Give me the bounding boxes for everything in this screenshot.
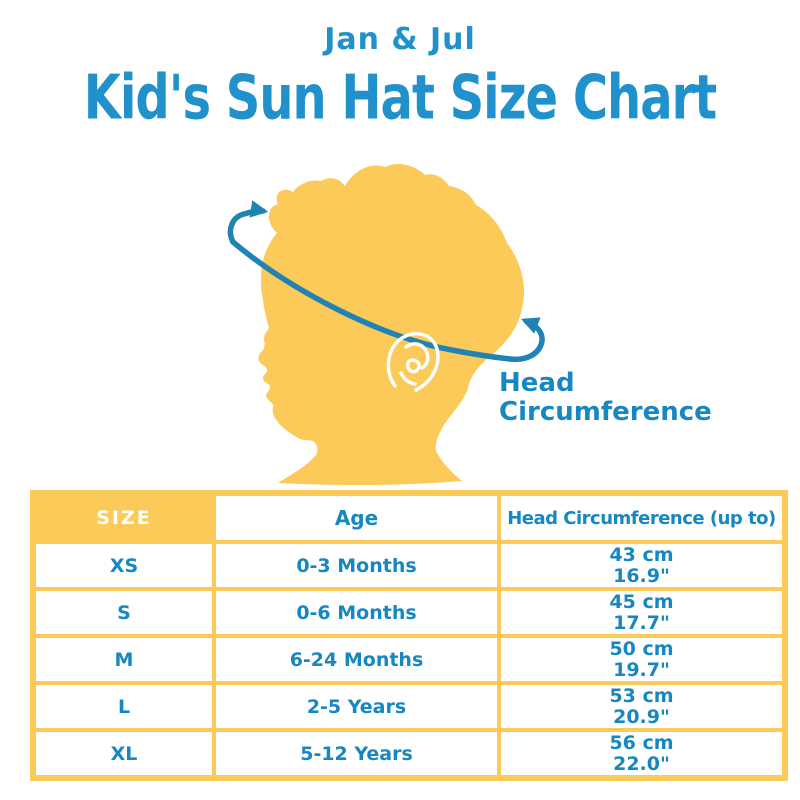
- circumference-cell: 45 cm 17.7": [497, 587, 787, 638]
- size-table-body: XS 0-3 Months 43 cm 16.9" S 0-6 Months 4…: [31, 540, 787, 780]
- circumference-cm: 53 cm: [609, 684, 674, 707]
- size-cell: M: [31, 634, 216, 685]
- band-arrow-right: [507, 317, 545, 363]
- table-row: M 6-24 Months 50 cm 19.7": [31, 634, 787, 685]
- circumference-cm: 56 cm: [609, 731, 674, 754]
- table-row: XS 0-3 Months 43 cm 16.9": [31, 540, 787, 591]
- page-title: Kid's Sun Hat Size Chart: [83, 62, 717, 134]
- table-row: S 0-6 Months 45 cm 17.7": [31, 587, 787, 638]
- ear-icon: [386, 332, 440, 392]
- circumference-inches: 16.9": [613, 564, 670, 587]
- age-cell: 5-12 Years: [212, 728, 501, 780]
- size-cell: S: [31, 587, 216, 638]
- circumference-inches: 19.7": [613, 658, 670, 681]
- head-illustration: [227, 163, 545, 486]
- column-header-age: Age: [212, 491, 501, 544]
- size-table-header: SIZE Age Head Circumference (up to): [31, 491, 787, 544]
- age-cell: 2-5 Years: [212, 681, 501, 732]
- band-arrow-left: [227, 200, 269, 245]
- circumference-cell: 53 cm 20.9": [497, 681, 787, 732]
- circumference-inches: 20.9": [613, 705, 670, 728]
- size-cell: L: [31, 681, 216, 732]
- table-row: L 2-5 Years 53 cm 20.9": [31, 681, 787, 732]
- age-cell: 0-3 Months: [212, 540, 501, 591]
- circumference-inches: 22.0": [613, 752, 670, 775]
- size-cell: XL: [31, 728, 216, 780]
- circumference-cell: 43 cm 16.9": [497, 540, 787, 591]
- circumference-cm: 50 cm: [609, 637, 674, 660]
- circumference-cm: 43 cm: [609, 543, 674, 566]
- circumference-cm: 45 cm: [609, 590, 674, 613]
- size-cell: XS: [31, 540, 216, 591]
- child-head-silhouette: [258, 163, 524, 486]
- brand-name: Jan & Jul: [324, 22, 476, 57]
- circumference-cell: 56 cm 22.0": [497, 728, 787, 780]
- header-row: SIZE Age Head Circumference (up to): [31, 491, 787, 544]
- circumference-inches: 17.7": [613, 611, 670, 634]
- head-circumference-label: Head Circumference: [499, 369, 712, 427]
- circumference-cell: 50 cm 19.7": [497, 634, 787, 685]
- column-header-size: SIZE: [31, 491, 216, 544]
- measuring-band: [230, 239, 513, 362]
- age-cell: 6-24 Months: [212, 634, 501, 685]
- size-table: SIZE Age Head Circumference (up to) XS 0…: [30, 490, 788, 781]
- column-header-circumference: Head Circumference (up to): [497, 491, 787, 544]
- head-circumference-label-line1: Head: [499, 368, 575, 398]
- table-row: XL 5-12 Years 56 cm 22.0": [31, 728, 787, 780]
- head-circumference-label-line2: Circumference: [499, 397, 712, 427]
- age-cell: 0-6 Months: [212, 587, 501, 638]
